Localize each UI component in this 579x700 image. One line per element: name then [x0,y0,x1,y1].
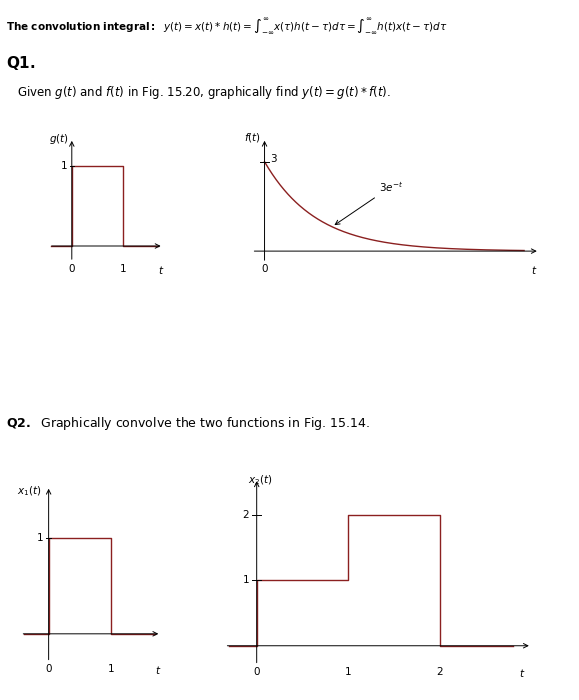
Text: 2: 2 [243,510,250,519]
Text: $x_1(t)$: $x_1(t)$ [17,484,42,498]
Text: 0: 0 [254,666,260,677]
Text: 1: 1 [345,666,351,677]
Text: $\mathbf{Q1.}$: $\mathbf{Q1.}$ [6,54,35,72]
Text: $\mathbf{Q2.}$  Graphically convolve the two functions in Fig. 15.14.: $\mathbf{Q2.}$ Graphically convolve the … [6,415,370,432]
Text: 1: 1 [108,664,115,674]
Text: 1: 1 [61,161,68,171]
Text: 0: 0 [68,264,75,274]
Text: $t$: $t$ [519,666,526,679]
Text: 1: 1 [119,264,126,274]
Text: $\mathbf{The\ convolution\ integral:}$  $y(t) = x(t)*h(t) = \int_{-\infty}^{\inf: $\mathbf{The\ convolution\ integral:}$ $… [6,16,447,36]
Text: $t$: $t$ [532,264,538,276]
Text: $t$: $t$ [157,264,164,276]
Text: 2: 2 [437,666,444,677]
Text: $g(t)$: $g(t)$ [49,132,69,146]
Text: $t$: $t$ [155,664,162,676]
Text: $3e^{-t}$: $3e^{-t}$ [335,180,404,225]
Text: 1: 1 [37,533,43,543]
Text: 0: 0 [261,264,268,274]
Text: $f(t)$: $f(t)$ [244,131,261,144]
Text: 3: 3 [270,154,276,164]
Text: 1: 1 [243,575,250,585]
Text: 0: 0 [45,664,52,674]
Text: Given $g(t)$ and $f(t)$ in Fig. 15.20, graphically find $y(t) = g(t)*f(t)$.: Given $g(t)$ and $f(t)$ in Fig. 15.20, g… [17,84,391,102]
Text: $x_2(t)$: $x_2(t)$ [248,473,272,487]
